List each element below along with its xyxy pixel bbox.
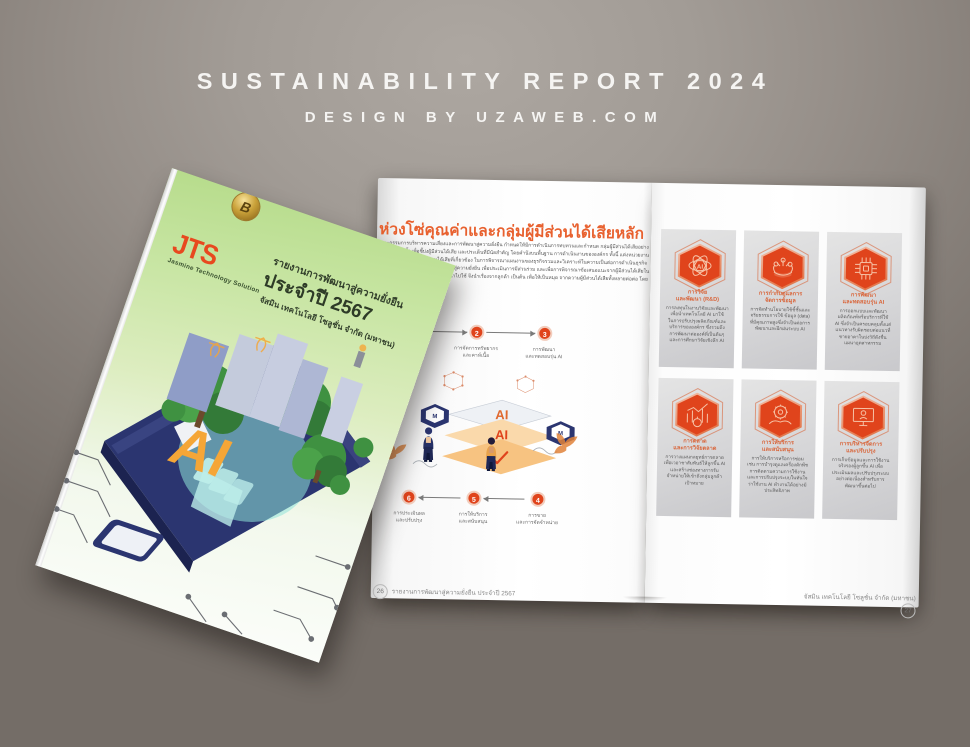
svg-text:M: M bbox=[432, 414, 437, 420]
svg-text:AI: AI bbox=[696, 264, 703, 271]
